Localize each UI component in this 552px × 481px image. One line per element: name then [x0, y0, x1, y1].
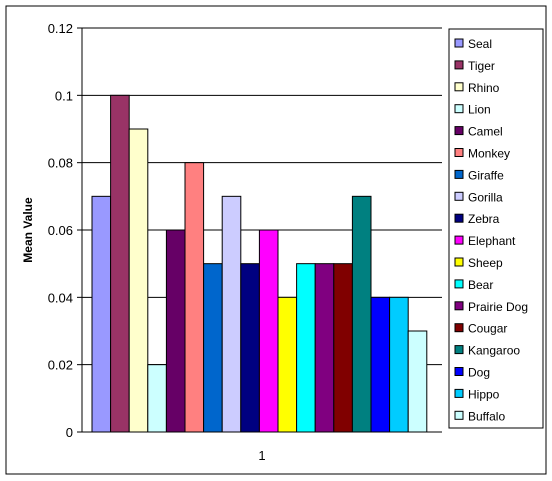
- legend-label-buffalo: Buffalo: [468, 409, 505, 423]
- legend-label-monkey: Monkey: [468, 147, 510, 161]
- bar-tiger: [110, 94, 130, 433]
- legend-swatch-kangaroo: [454, 345, 464, 355]
- bar-zebra: [240, 263, 260, 433]
- legend-box: [448, 28, 544, 429]
- legend-swatch-seal: [454, 38, 464, 48]
- legend-swatch-buffalo: [454, 410, 464, 420]
- legend-label-gorilla: Gorilla: [468, 190, 503, 204]
- bar-giraffe: [203, 263, 223, 433]
- legend-label-prairie-dog: Prairie Dog: [468, 300, 528, 314]
- bar-cougar: [333, 263, 353, 433]
- y-axis-title: Mean Value: [21, 197, 35, 263]
- legend-label-kangaroo: Kangaroo: [468, 344, 520, 358]
- bar-kangaroo: [351, 195, 372, 433]
- legend-swatch-dog: [454, 367, 464, 376]
- legend-swatch-hippo: [454, 388, 464, 398]
- bar-rhino: [128, 128, 149, 433]
- legend-label-zebra: Zebra: [468, 212, 500, 226]
- bar-hippo: [389, 296, 409, 433]
- legend-swatch-elephant: [454, 235, 464, 245]
- bars: [91, 94, 428, 433]
- bar-gorilla: [221, 195, 242, 433]
- bar-buffalo: [407, 330, 428, 433]
- y-tick-label: 0: [66, 425, 73, 440]
- bar-dog: [370, 296, 391, 433]
- legend-label-camel: Camel: [468, 125, 503, 139]
- bar-elephant: [258, 229, 279, 433]
- bar-monkey: [184, 162, 205, 433]
- bar-prairie-dog: [314, 263, 335, 433]
- legend-label-lion: Lion: [468, 103, 491, 117]
- y-tick-label: 0.12: [48, 21, 73, 36]
- bar-seal: [91, 195, 112, 433]
- y-tick-label: 0.1: [55, 88, 73, 103]
- legend-label-seal: Seal: [468, 37, 492, 51]
- y-tick-label: 0.08: [48, 156, 73, 171]
- legend-label-hippo: Hippo: [468, 387, 500, 401]
- legend-swatch-sheep: [454, 257, 464, 267]
- legend-swatch-prairie-dog: [454, 301, 464, 311]
- y-tick-label: 0.04: [48, 290, 73, 305]
- legend-label-tiger: Tiger: [468, 59, 495, 73]
- legend-label-elephant: Elephant: [468, 234, 516, 248]
- legend: Seal Tiger Rhino Lion Camel Monkey Giraffe Gori…: [448, 28, 544, 429]
- legend-label-giraffe: Giraffe: [468, 168, 504, 182]
- legend-swatch-gorilla: [454, 191, 464, 201]
- y-axis: 0 0.02 0.04 0.06 0.08 0.1 0.12: [48, 21, 82, 440]
- y-tick-label: 0.06: [48, 223, 73, 238]
- legend-swatch-cougar: [454, 323, 464, 333]
- legend-label-sheep: Sheep: [468, 256, 503, 270]
- bar-lion: [147, 364, 167, 433]
- legend-swatch-giraffe: [454, 169, 464, 179]
- legend-label-dog: Dog: [468, 366, 490, 380]
- legend-label-rhino: Rhino: [468, 81, 500, 95]
- legend-swatch-tiger: [454, 60, 464, 70]
- legend-swatch-monkey: [454, 148, 464, 157]
- legend-swatch-zebra: [454, 213, 464, 223]
- legend-swatch-rhino: [454, 82, 464, 92]
- y-tick-label: 0.02: [48, 358, 73, 373]
- legend-label-bear: Bear: [468, 278, 493, 292]
- legend-swatch-bear: [454, 279, 464, 289]
- x-tick-label: 1: [258, 448, 265, 463]
- legend-swatch-camel: [454, 126, 464, 136]
- legend-label-cougar: Cougar: [468, 322, 507, 336]
- bar-camel: [165, 229, 186, 433]
- bar-sheep: [277, 296, 298, 433]
- bar-bear: [296, 263, 316, 433]
- legend-swatch-lion: [454, 104, 464, 114]
